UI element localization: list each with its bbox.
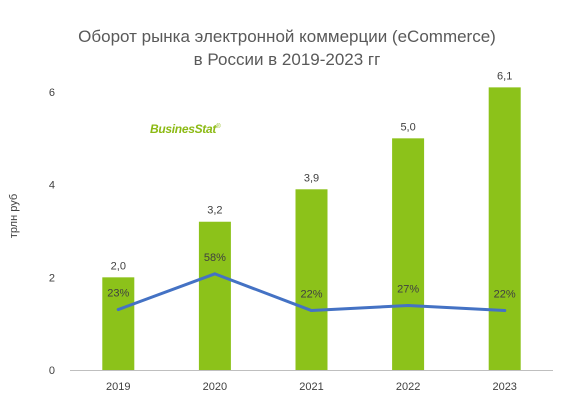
bar-value-label: 3,2 [207, 205, 222, 217]
y-tick-label: 2 [49, 272, 55, 284]
growth-point-2022 [406, 303, 410, 307]
bar-2022 [392, 138, 425, 370]
growth-value-label: 23% [107, 288, 129, 300]
chart-title-line1: Оборот рынка электронной коммерции (eCom… [78, 27, 496, 46]
growth-point-2020 [213, 272, 217, 276]
bar-2021 [295, 189, 328, 370]
bar-2019 [102, 277, 135, 370]
chart-title-line2: в России в 2019-2023 гг [193, 50, 381, 69]
growth-value-label: 27% [397, 283, 419, 295]
bar-value-label: 5,0 [400, 121, 415, 133]
y-tick-label: 6 [49, 87, 55, 99]
growth-point-2019 [116, 308, 120, 312]
y-tick-label: 4 [49, 180, 55, 192]
x-tick-label: 2023 [492, 381, 516, 393]
growth-value-label: 22% [494, 289, 516, 301]
logo-mark: ® [216, 124, 221, 130]
growth-point-2023 [503, 309, 507, 313]
bar-2020 [198, 221, 231, 370]
x-tick-label: 2021 [299, 381, 323, 393]
x-tick-label: 2022 [396, 381, 420, 393]
growth-value-label: 22% [300, 289, 322, 301]
growth-value-label: 58% [204, 252, 226, 264]
businesstat-logo: BusinesStat® [150, 122, 220, 136]
bar-value-label: 6,1 [497, 70, 512, 82]
x-tick-label: 2019 [106, 381, 130, 393]
bar-2023 [488, 87, 521, 370]
x-tick-label: 2020 [203, 381, 227, 393]
bar-value-label: 3,9 [304, 172, 319, 184]
y-tick-label: 0 [49, 365, 55, 377]
logo-text: BusinesStat [150, 122, 217, 136]
growth-point-2021 [310, 309, 313, 313]
bar-value-label: 2,0 [111, 260, 126, 272]
